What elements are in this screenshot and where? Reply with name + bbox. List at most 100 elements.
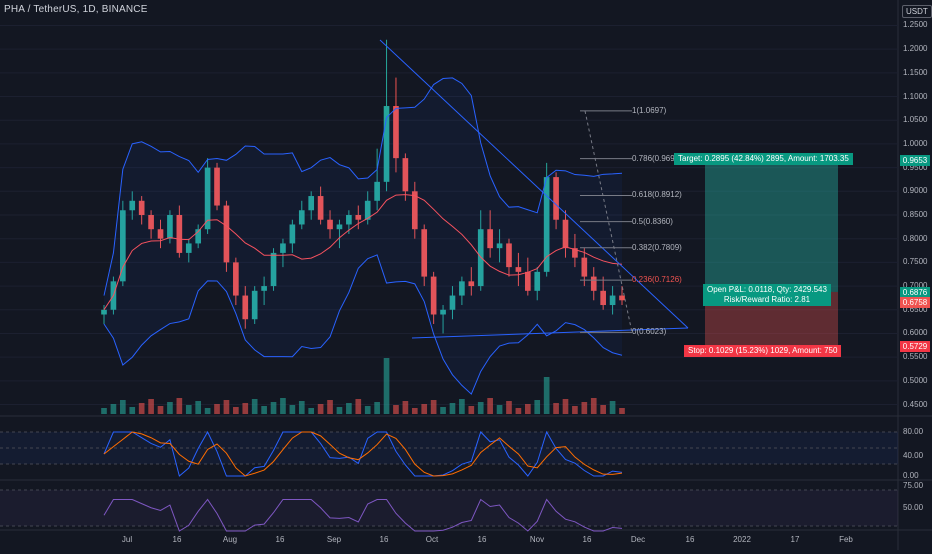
candle-body	[355, 215, 362, 220]
volume-bar	[148, 399, 154, 414]
time-tick-label: 16	[379, 535, 389, 544]
volume-bar	[487, 398, 493, 414]
fib-level-label: 0.618(0.8912)	[632, 190, 682, 200]
volume-bar	[138, 403, 145, 414]
currency-badge[interactable]: USDT	[902, 5, 932, 18]
price-tick-label: 0.5500	[903, 352, 928, 362]
target-zone	[705, 160, 838, 292]
target-label: Target: 0.2895 (42.84%) 2895, Amount: 17…	[674, 153, 853, 166]
volume-bar	[468, 406, 475, 414]
fib-level-label: 0.5(0.8360)	[632, 216, 673, 226]
volume-bar	[223, 400, 230, 414]
candle-body	[148, 215, 154, 230]
volume-bar	[251, 399, 258, 414]
symbol-title[interactable]: PHA / TetherUS, 1D, BINANCE	[4, 4, 148, 15]
trendline-support	[411, 327, 689, 339]
stoch-tick-label: 40.00	[903, 451, 924, 460]
time-tick-label: 16	[172, 535, 182, 544]
volume-bar	[506, 401, 512, 414]
candle-body	[581, 257, 588, 277]
volume-bar	[421, 404, 428, 414]
candle-body	[138, 200, 145, 215]
price-tick-label: 1.1500	[903, 67, 928, 77]
candle-body	[590, 276, 597, 291]
stoch-d-line	[103, 431, 623, 477]
candle-body	[195, 229, 202, 244]
candle-body	[411, 191, 418, 230]
volume-bar	[581, 402, 588, 414]
volume-bar	[270, 402, 277, 414]
stop-label: Stop: 0.1029 (15.23%) 1029, Amount: 750	[684, 345, 842, 358]
candle-body	[543, 177, 550, 272]
candle-body	[298, 210, 305, 225]
time-tick-label: Oct	[425, 535, 439, 544]
volume-bar	[534, 400, 541, 414]
fib-level-label: 0(0.6023)	[632, 327, 667, 337]
time-tick-label: 16	[275, 535, 285, 544]
volume-bar	[204, 408, 211, 414]
open-pl-label: Open P&L: 0.0118, Qty: 2429.543 Risk/Rew…	[703, 283, 831, 306]
candle-body	[317, 196, 324, 220]
candle-body	[157, 229, 164, 239]
candle-body	[327, 219, 333, 230]
volume-bar	[233, 407, 239, 414]
volume-bar	[440, 407, 446, 414]
candle-body	[524, 271, 531, 291]
time-tick-label: 2022	[733, 535, 751, 544]
price-tick-label: 1.0000	[903, 138, 928, 148]
volume-bar	[120, 400, 126, 414]
rsi-tick-label: 50.00	[903, 503, 924, 512]
volume-bar	[364, 406, 371, 414]
volume-bar	[157, 406, 164, 414]
volume-bar	[374, 402, 380, 414]
candle-body	[609, 295, 616, 306]
candle-body	[167, 215, 173, 239]
price-tick-label: 0.6000	[903, 328, 928, 338]
volume-bar	[336, 407, 343, 414]
volume-bar	[543, 377, 550, 414]
rsi-tick-label: 75.00	[903, 481, 924, 490]
volume-bar	[477, 402, 484, 414]
volume-bar	[214, 404, 220, 414]
volume-bar	[167, 402, 173, 414]
volume-bar	[355, 399, 362, 414]
candle-body	[261, 286, 267, 291]
candle-body	[393, 106, 399, 159]
time-tick-label: 16	[685, 535, 695, 544]
volume-bar	[402, 401, 409, 414]
volume-bar	[110, 404, 117, 414]
candle-body	[383, 106, 390, 182]
candle-body	[600, 290, 606, 306]
candle-body	[289, 224, 296, 244]
volume-bar	[572, 406, 578, 414]
candle-body	[336, 224, 343, 230]
candle-body	[242, 295, 249, 320]
stoch-k-line	[103, 430, 623, 477]
rsi-band	[0, 490, 898, 526]
candle-body	[619, 295, 625, 301]
entry-price-tag: 0.6876	[900, 286, 930, 298]
volume-bar	[101, 408, 107, 414]
candle-body	[176, 215, 183, 253]
stoch-tick-label: 80.00	[903, 427, 924, 436]
candle-body	[506, 243, 512, 268]
fib-level-label: 0.382(0.7809)	[632, 242, 682, 252]
candle-body	[280, 243, 286, 253]
candle-body	[440, 309, 446, 315]
volume-bar	[308, 408, 315, 414]
time-tick-label: Feb	[839, 535, 853, 544]
price-tick-label: 0.6500	[903, 304, 928, 314]
price-tick-label: 0.8500	[903, 210, 928, 219]
time-tick-label: 16	[582, 535, 592, 544]
price-tick-label: 1.1000	[903, 91, 928, 101]
candle-body	[402, 158, 409, 192]
candle-body	[534, 271, 541, 291]
volume-bar	[298, 401, 305, 414]
candle-body	[449, 295, 456, 310]
fib-trend-line	[584, 110, 633, 333]
fib-level-label: 0.236(0.7126)	[632, 275, 682, 285]
price-tick-label: 1.0500	[903, 115, 928, 125]
bollinger-fill	[104, 77, 622, 395]
